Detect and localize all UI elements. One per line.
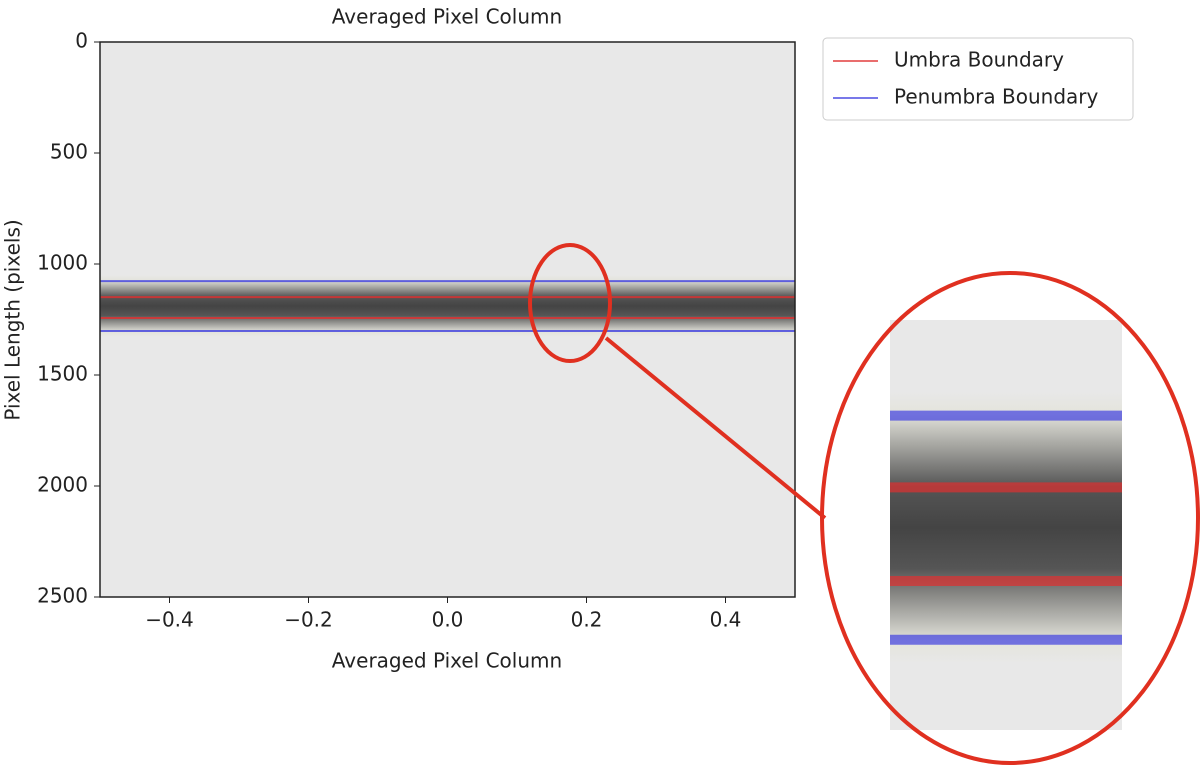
highlight-ellipse (528, 243, 612, 363)
chart-title: Averaged Pixel Column (332, 5, 562, 29)
zoom-band (890, 391, 1122, 664)
x-tick-label: −0.2 (284, 608, 333, 632)
y-tick-label: 2500 (37, 584, 88, 608)
zoom-ellipse (820, 271, 1200, 765)
x-tick-label: −0.4 (145, 608, 194, 632)
y-tick-label: 1000 (37, 251, 88, 275)
x-tick-label: 0.0 (432, 608, 464, 632)
y-tick-label: 1500 (37, 362, 88, 386)
y-tick-label: 2000 (37, 473, 88, 497)
legend-label: Umbra Boundary (894, 48, 1064, 72)
x-axis-label: Averaged Pixel Column (332, 649, 562, 673)
y-tick-label: 500 (50, 140, 88, 164)
legend (822, 37, 1134, 121)
y-axis-label: Pixel Length (pixels) (1, 219, 25, 420)
x-tick-label: 0.2 (571, 608, 603, 632)
image-band (100, 275, 795, 338)
callout-line (604, 336, 827, 520)
y-tick-label: 0 (75, 29, 88, 53)
x-tick-label: 0.4 (710, 608, 742, 632)
legend-label: Penumbra Boundary (894, 85, 1099, 109)
